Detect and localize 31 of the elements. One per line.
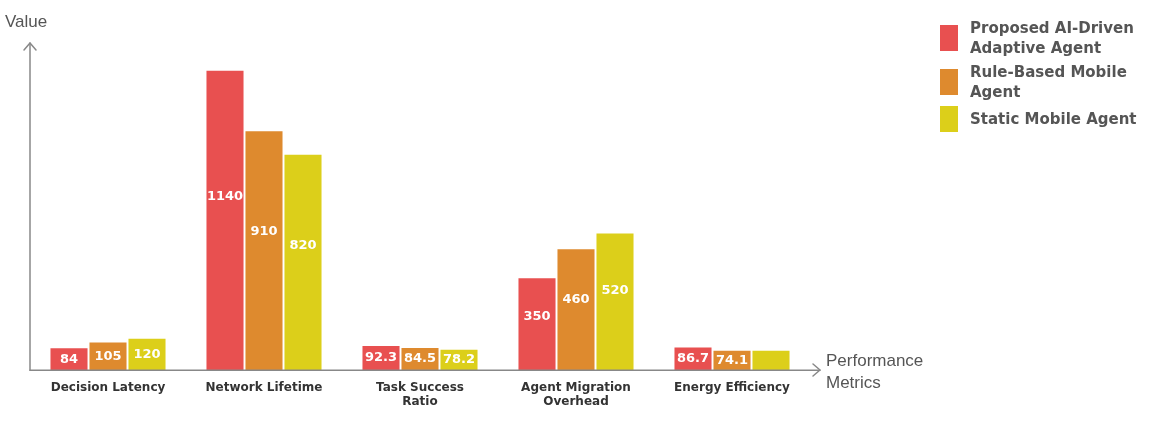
- bar: [518, 278, 556, 371]
- data-label: 520: [601, 282, 629, 298]
- data-label: 92.3: [364, 349, 398, 365]
- data-label: 910: [250, 222, 278, 238]
- data-label: 120: [133, 345, 161, 361]
- x-tick-label: Agent Migration Overhead: [521, 379, 631, 408]
- bar: [752, 350, 790, 371]
- bar: [557, 249, 595, 371]
- data-label: 820: [289, 236, 317, 252]
- legend-label: Static Mobile Agent: [970, 109, 1137, 129]
- bar: [206, 70, 244, 371]
- x-tick-label: Network Lifetime: [205, 379, 323, 394]
- y-axis-title: Value: [5, 12, 48, 31]
- x-axis-title: Performance Metrics: [826, 351, 924, 393]
- data-label: 78.2: [442, 351, 476, 367]
- x-tick-label: Task Success Ratio: [376, 379, 464, 408]
- bar: [245, 131, 283, 371]
- x-tick-label: Energy Efficiency: [674, 379, 791, 394]
- legend-label: Proposed AI-Driven Adaptive Agent: [970, 18, 1135, 58]
- bar: [596, 233, 634, 371]
- data-label: 350: [523, 308, 551, 324]
- data-label: 460: [562, 291, 590, 307]
- data-label: 105: [94, 347, 122, 363]
- data-label: 86.7: [676, 350, 710, 366]
- legend-label: Rule-Based Mobile Agent: [970, 62, 1128, 102]
- data-label: 84.5: [403, 350, 437, 366]
- data-label: 84: [59, 350, 79, 366]
- data-label: 74.1: [715, 351, 749, 367]
- data-label: 1140: [206, 187, 244, 203]
- bar: [284, 154, 322, 371]
- x-tick-label: Decision Latency: [50, 379, 166, 394]
